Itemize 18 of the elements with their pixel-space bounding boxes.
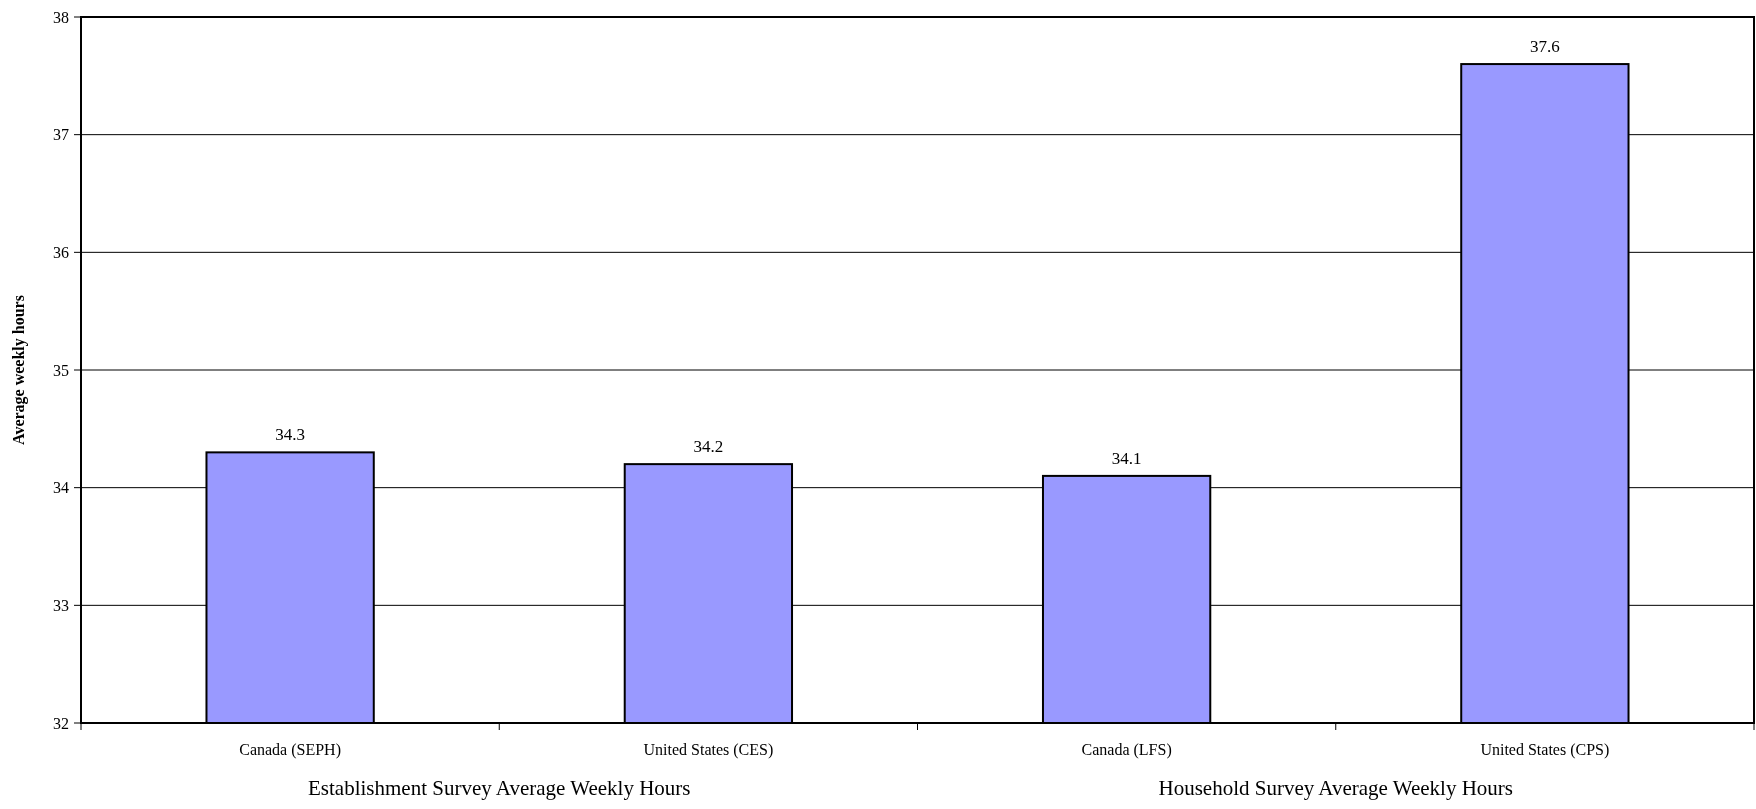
y-tick-label: 38 xyxy=(53,8,69,26)
x-tick-label: Canada (LFS) xyxy=(1081,741,1172,759)
x-tick-label: Canada (SEPH) xyxy=(239,741,342,759)
y-tick-label: 32 xyxy=(53,714,69,732)
y-tick-label: 36 xyxy=(53,243,69,261)
y-tick-label: 33 xyxy=(53,596,69,614)
data-label: 34.2 xyxy=(693,437,724,457)
data-label: 34.1 xyxy=(1111,448,1142,468)
data-label: 34.3 xyxy=(275,425,305,445)
y-tick-label: 37 xyxy=(53,126,69,144)
y-axis-title: Average weekly hours xyxy=(10,295,28,445)
data-label: 37.6 xyxy=(1530,37,1560,57)
y-tick-label: 35 xyxy=(53,361,69,379)
y-tick-label: 34 xyxy=(53,479,69,497)
x-tick-label: United States (CES) xyxy=(643,741,774,759)
x-tick-label: United States (CPS) xyxy=(1480,741,1610,759)
text: Establishment Survey Average Weekly Hours xyxy=(308,776,691,800)
text: Household Survey Average Weekly Hours xyxy=(1158,776,1513,800)
